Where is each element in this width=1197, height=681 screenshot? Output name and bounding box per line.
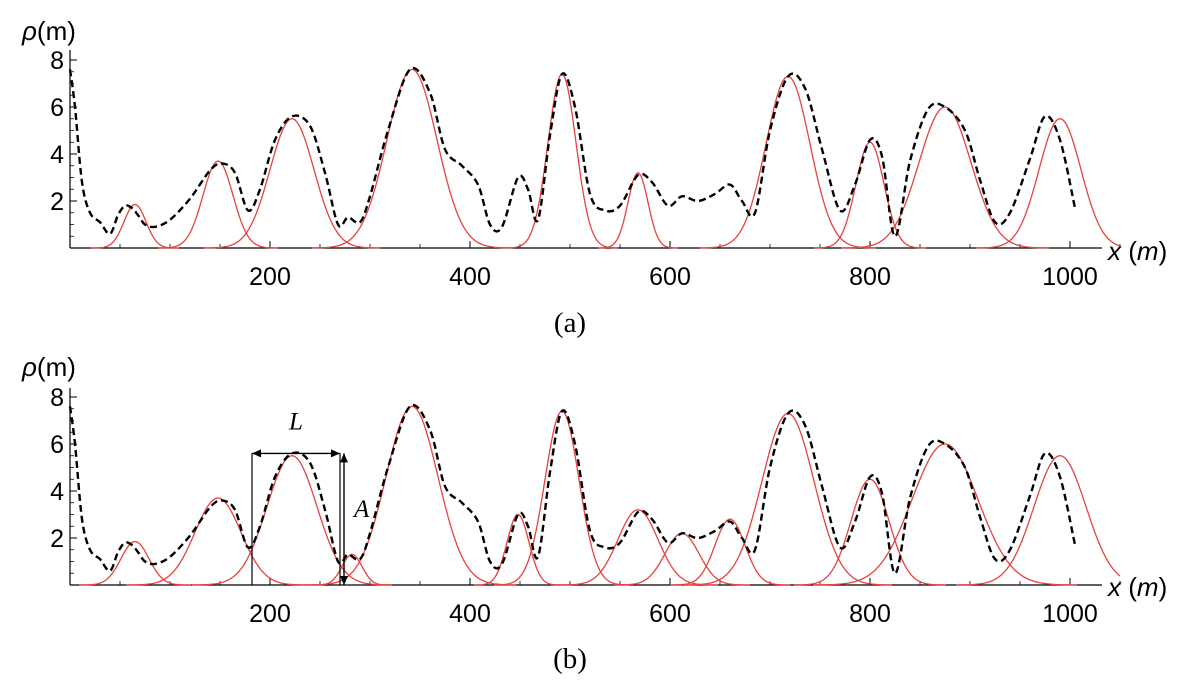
x-tick-label: 600 [649,600,691,628]
y-axis-label: ρ(m) [21,16,76,46]
y-axis-symbol: ρ [21,352,37,382]
measured-density-curve [68,403,1077,575]
gaussian-fit-peak-7 [700,75,876,249]
x-axis-unit: m [1137,236,1159,266]
gaussian-fit-peak-14 [955,455,1121,586]
gaussian-fit-peak-1 [91,203,179,249]
measured-density-curve [68,66,1077,238]
gaussian-fit-peak-8 [558,509,718,586]
x-tick-label: 800 [849,600,891,628]
height-arrow-bottom-head [340,576,348,585]
measured-profile [68,403,1077,575]
panel-caption: (a) [554,307,586,339]
y-tick-label: 4 [50,478,64,506]
y-axis-symbol: ρ [21,16,37,46]
gaussian-fit-peak-6 [598,172,678,249]
x-axis-variable: x [1106,236,1122,266]
gaussian-fit-peak-3 [203,118,381,249]
gaussian-fit-peak-11 [684,412,892,586]
gaussian-fit-peak-9 [614,532,750,586]
gaussian-fit-peak-8 [814,141,926,249]
measured-profile [68,66,1077,238]
gaussian-fit-peak-10 [670,518,790,586]
x-tick-label: 400 [449,263,491,291]
y-tick-label: 2 [50,188,64,216]
y-tick-label: 6 [50,94,64,122]
gaussian-fit-peak-9 [840,106,1050,249]
gaussian-fit-peak-4 [312,68,512,249]
panel-caption: (b) [553,643,587,675]
height-arrow-top-head [340,453,348,463]
axis-ticks: 200 400 600 800 1000 2 4 6 8 [50,47,1121,291]
gaussian-fit-peak-2 [126,497,310,586]
x-tick-label: 1000 [1042,600,1098,628]
width-label: L [288,408,303,435]
gaussian-fit-peak-5 [506,73,618,249]
y-axis-unit: (m) [37,16,76,46]
y-tick-label: 6 [50,431,64,459]
x-axis-paren-close: ) [1159,572,1168,602]
y-axis-label: ρ(m) [21,352,76,382]
gaussian-fit-peak-3 [191,455,393,586]
x-axis-unit: m [1137,572,1159,602]
width-arrow-right-head [331,449,340,458]
axis-ticks: 200 400 600 800 1000 2 4 6 8 [50,384,1121,628]
x-tick-label: 400 [449,600,491,628]
height-label: A [352,496,370,523]
gaussian-fit-peak-5 [308,405,516,586]
gaussian-fit-peak-10 [975,118,1121,249]
gaussian-fits [91,68,1121,249]
gaussian-fit-peak-1 [79,540,191,586]
x-tick-label: 600 [649,263,691,291]
gaussian-fit-peak-6 [474,513,562,586]
y-tick-label: 8 [50,384,64,412]
gaussian-fit-peak-2 [158,160,278,249]
x-tick-label: 200 [249,263,291,291]
y-tick-label: 4 [50,141,64,169]
peak-annotation: LA [251,408,370,585]
y-tick-label: 8 [50,47,64,75]
x-axis-variable: x [1106,572,1122,602]
x-tick-label: 1000 [1042,263,1098,291]
x-tick-label: 200 [249,600,291,628]
x-axis-paren-open: ( [1121,236,1137,266]
gaussian-fit-peak-12 [794,478,946,586]
gaussian-fits [79,405,1121,586]
x-axis-paren-close: ) [1159,236,1168,266]
y-tick-label: 2 [50,525,64,553]
y-axis-unit: (m) [37,352,76,382]
x-axis-paren-open: ( [1121,572,1137,602]
x-tick-label: 800 [849,263,891,291]
gaussian-fit-peak-4 [312,553,392,586]
x-axis-label: x (m) [1106,236,1167,266]
x-axis-label: x (m) [1106,572,1167,602]
width-arrow-left-head [252,449,261,458]
